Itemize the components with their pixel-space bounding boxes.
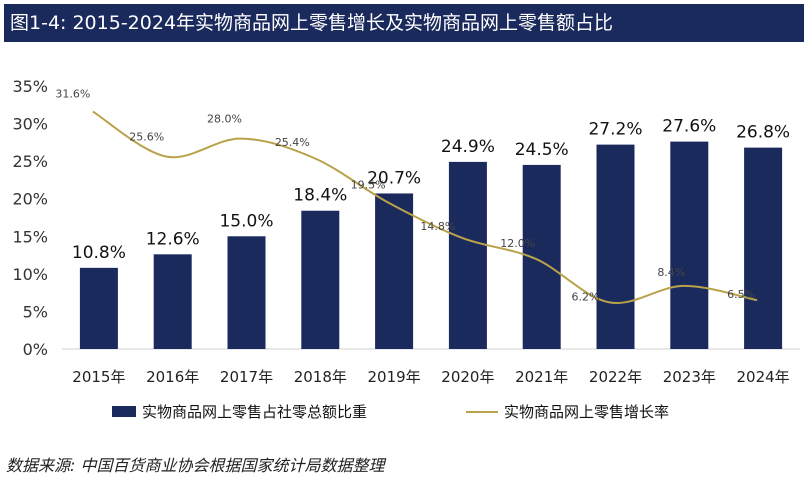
bar-label-0: 10.8% [72,243,126,263]
bar-2 [227,236,266,349]
x-tick-label-7: 2022年 [589,368,642,386]
chart-title: 图1-4: 2015-2024年实物商品网上零售增长及实物商品网上零售额占比 [4,4,804,42]
line-label-0: 31.6% [55,88,90,101]
legend-swatch-bar [112,406,136,417]
bar-label-3: 18.4% [293,186,347,206]
bar-label-5: 24.9% [441,137,495,157]
x-tick-label-3: 2018年 [294,368,347,386]
x-tick-label-6: 2021年 [515,368,568,386]
line-label-7: 6.2% [572,290,600,303]
x-tick-label-1: 2016年 [146,368,199,386]
y-tick-label: 35% [12,77,48,96]
growth-rate-line [92,110,758,305]
y-tick-label: 5% [23,302,48,321]
bar-5 [448,161,487,349]
y-tick-label: 20% [12,190,48,209]
x-tick-label-2: 2017年 [220,368,273,386]
bar-label-1: 12.6% [146,229,200,249]
bar-9 [744,147,783,349]
y-tick-label: 0% [23,340,48,359]
x-tick-label-0: 2015年 [72,368,125,386]
y-tick-label: 10% [12,265,48,284]
legend-label-bar: 实物商品网上零售占社零总额比重 [142,403,367,421]
bar-label-9: 26.8% [736,123,790,143]
x-tick-label-4: 2019年 [368,368,421,386]
bar-label-6: 24.5% [515,140,569,160]
bar-label-2: 15.0% [219,211,273,231]
x-tick-label-9: 2024年 [737,368,790,386]
bar-0 [79,267,118,349]
line-label-5: 14.8% [420,220,455,233]
bar-4 [375,193,414,349]
x-tick-label-5: 2020年 [441,368,494,386]
y-tick-label: 30% [12,115,48,134]
line-label-2: 28.0% [207,113,242,126]
bar-3 [301,210,340,349]
bar-label-8: 27.6% [662,117,716,137]
y-tick-label: 25% [12,152,48,171]
bar-label-7: 27.2% [588,120,642,140]
bar-7 [596,144,635,349]
bar-label-4: 20.7% [367,168,421,188]
line-label-4: 19.5% [351,178,386,191]
line-label-1: 25.6% [129,131,164,144]
bar-1 [153,254,192,349]
legend-label-line: 实物商品网上零售增长率 [504,403,669,421]
line-label-6: 12.0% [500,237,535,250]
line-label-9: 6.5% [727,288,755,301]
source-note: 数据来源: 中国百货商业协会根据国家统计局数据整理 [6,456,385,475]
line-label-3: 25.4% [275,136,310,149]
y-tick-label: 15% [12,227,48,246]
bar-8 [670,141,709,349]
line-label-8: 8.4% [657,266,685,279]
x-tick-label-8: 2023年 [663,368,716,386]
